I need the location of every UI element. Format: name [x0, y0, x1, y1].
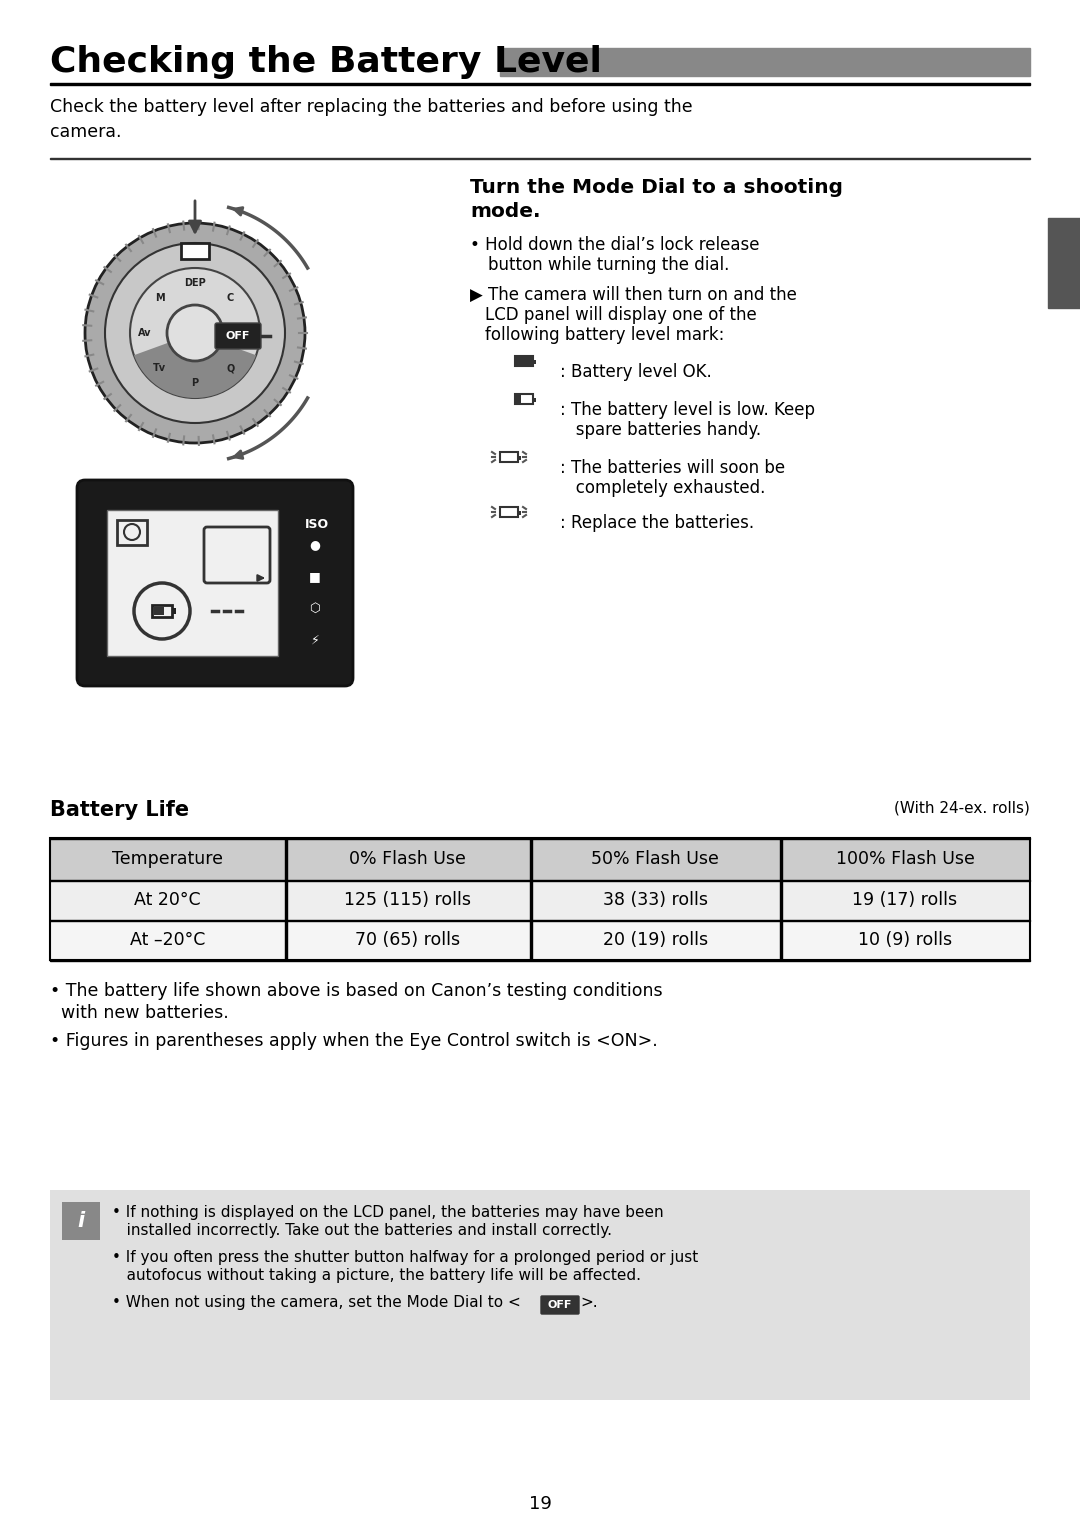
Text: : The battery level is low. Keep: : The battery level is low. Keep	[561, 401, 815, 419]
Text: 70 (65) rolls: 70 (65) rolls	[355, 931, 460, 949]
Text: 50% Flash Use: 50% Flash Use	[591, 850, 719, 868]
Text: ●: ●	[310, 538, 321, 551]
Circle shape	[85, 222, 305, 443]
Circle shape	[167, 305, 222, 361]
Text: ISO: ISO	[305, 518, 329, 532]
Bar	[50, 838, 1030, 959]
Text: P: P	[191, 378, 199, 388]
Bar	[50, 880, 1030, 920]
Bar	[1048, 218, 1080, 308]
Bar	[172, 608, 176, 614]
Text: At –20°C: At –20°C	[130, 931, 205, 949]
FancyBboxPatch shape	[541, 1296, 579, 1314]
Text: i: i	[78, 1211, 84, 1231]
Bar	[516, 394, 521, 404]
Bar	[534, 359, 536, 364]
Text: : The batteries will soon be: : The batteries will soon be	[561, 458, 785, 477]
Bar	[50, 82, 1030, 85]
Text: with new batteries.: with new batteries.	[50, 1004, 229, 1022]
Bar	[518, 512, 521, 515]
Text: : Replace the batteries.: : Replace the batteries.	[561, 513, 754, 532]
Bar	[181, 244, 210, 259]
Text: 10 (9) rolls: 10 (9) rolls	[858, 931, 953, 949]
Text: Battery Life: Battery Life	[50, 800, 189, 819]
Bar	[515, 394, 534, 404]
Text: 19 (17) rolls: 19 (17) rolls	[852, 891, 958, 909]
Text: • Hold down the dial’s lock release: • Hold down the dial’s lock release	[470, 236, 759, 254]
Bar	[518, 455, 521, 460]
Text: OFF: OFF	[548, 1301, 572, 1310]
Text: 100% Flash Use: 100% Flash Use	[836, 850, 974, 868]
Text: : Battery level OK.: : Battery level OK.	[561, 362, 712, 381]
Bar	[780, 838, 782, 959]
Bar	[515, 356, 534, 366]
Text: ⚡: ⚡	[311, 634, 320, 647]
Text: ▶ The camera will then turn on and the: ▶ The camera will then turn on and the	[470, 286, 797, 305]
Text: • When not using the camera, set the Mode Dial to <: • When not using the camera, set the Mod…	[112, 1295, 521, 1310]
Text: mode.: mode.	[470, 203, 540, 221]
Bar	[62, 1202, 100, 1240]
Text: 20 (19) rolls: 20 (19) rolls	[603, 931, 707, 949]
Text: completely exhausted.: completely exhausted.	[561, 480, 766, 496]
Text: 125 (115) rolls: 125 (115) rolls	[345, 891, 471, 909]
Text: At 20°C: At 20°C	[134, 891, 201, 909]
Text: Av: Av	[138, 327, 152, 338]
Text: Tv: Tv	[153, 364, 166, 373]
Bar	[516, 356, 532, 366]
Text: spare batteries handy.: spare batteries handy.	[561, 420, 761, 439]
Text: M: M	[154, 292, 164, 303]
Bar	[50, 920, 1030, 959]
Text: (With 24-ex. rolls): (With 24-ex. rolls)	[894, 800, 1030, 815]
Bar	[117, 519, 147, 545]
Text: autofocus without taking a picture, the battery life will be affected.: autofocus without taking a picture, the …	[112, 1269, 642, 1282]
Text: 38 (33) rolls: 38 (33) rolls	[603, 891, 707, 909]
Circle shape	[105, 244, 285, 423]
Text: Q: Q	[226, 364, 234, 373]
Bar	[50, 838, 1030, 880]
Text: LCD panel will display one of the: LCD panel will display one of the	[485, 306, 757, 324]
Text: OFF: OFF	[226, 330, 251, 341]
Text: button while turning the dial.: button while turning the dial.	[488, 256, 729, 274]
Bar	[500, 452, 518, 461]
Bar	[534, 398, 536, 402]
Text: Temperature: Temperature	[112, 850, 224, 868]
Bar	[285, 838, 286, 959]
Bar	[152, 605, 172, 617]
Bar	[500, 49, 1030, 76]
Text: following battery level mark:: following battery level mark:	[485, 326, 725, 344]
Text: Checking the Battery Level: Checking the Battery Level	[50, 46, 602, 79]
Text: • If you often press the shutter button halfway for a prolonged period or just: • If you often press the shutter button …	[112, 1250, 699, 1266]
Text: • If nothing is displayed on the LCD panel, the batteries may have been: • If nothing is displayed on the LCD pan…	[112, 1205, 663, 1220]
Wedge shape	[134, 334, 256, 398]
Text: Turn the Mode Dial to a shooting: Turn the Mode Dial to a shooting	[470, 178, 843, 196]
FancyBboxPatch shape	[215, 323, 261, 349]
Bar	[154, 608, 164, 615]
Bar	[500, 507, 518, 516]
Text: CA: CA	[238, 327, 253, 338]
Text: 0% Flash Use: 0% Flash Use	[349, 850, 467, 868]
Text: Check the battery level after replacing the batteries and before using the
camer: Check the battery level after replacing …	[50, 97, 692, 142]
Text: DEP: DEP	[184, 279, 206, 288]
Circle shape	[130, 268, 260, 398]
Bar	[50, 1189, 1030, 1400]
Text: >.: >.	[580, 1295, 597, 1310]
Text: C: C	[227, 292, 234, 303]
Bar	[107, 510, 278, 656]
Text: • Figures in parentheses apply when the Eye Control switch is <ON>.: • Figures in parentheses apply when the …	[50, 1033, 658, 1049]
Text: installed incorrectly. Take out the batteries and install correctly.: installed incorrectly. Take out the batt…	[112, 1223, 612, 1238]
FancyBboxPatch shape	[77, 480, 353, 685]
Text: ⬡: ⬡	[310, 602, 321, 615]
Bar	[530, 838, 531, 959]
Text: • The battery life shown above is based on Canon’s testing conditions: • The battery life shown above is based …	[50, 982, 663, 1001]
Text: ■: ■	[309, 570, 321, 583]
Text: 19: 19	[528, 1496, 552, 1512]
